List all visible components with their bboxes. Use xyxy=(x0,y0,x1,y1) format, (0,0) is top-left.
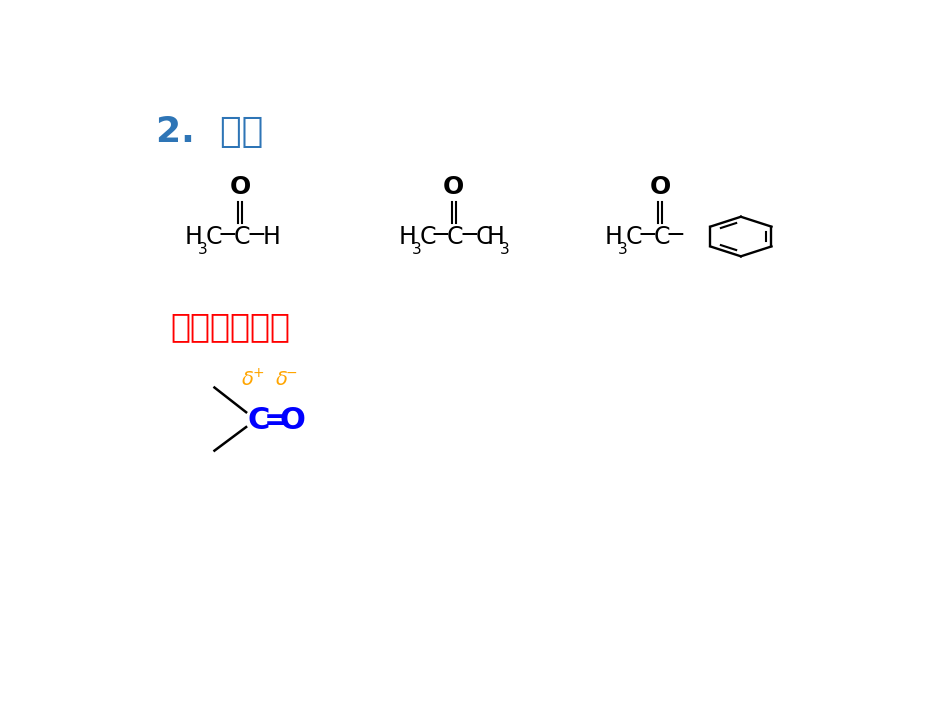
Text: −: − xyxy=(286,366,297,380)
Text: 亲核加成反应: 亲核加成反应 xyxy=(170,311,291,344)
Text: 3: 3 xyxy=(500,242,510,257)
Text: C: C xyxy=(447,225,464,249)
Text: O: O xyxy=(443,175,465,199)
Text: C: C xyxy=(205,225,222,249)
Text: H: H xyxy=(604,225,622,249)
Text: =: = xyxy=(264,406,290,435)
Text: C: C xyxy=(625,225,642,249)
Text: +: + xyxy=(253,366,264,380)
Text: H: H xyxy=(399,225,416,249)
Text: O: O xyxy=(279,406,305,435)
Text: δ: δ xyxy=(241,370,254,389)
Text: −: − xyxy=(431,223,450,247)
Text: −: − xyxy=(666,223,686,247)
Text: δ: δ xyxy=(276,370,288,389)
Text: −: − xyxy=(637,223,656,247)
Text: C: C xyxy=(234,225,250,249)
Text: 2.  醒酮: 2. 醒酮 xyxy=(156,116,263,149)
Text: 3: 3 xyxy=(411,242,422,257)
Text: O: O xyxy=(649,175,671,199)
Text: −: − xyxy=(218,223,238,247)
Text: C: C xyxy=(654,225,670,249)
Text: O: O xyxy=(230,175,251,199)
Text: C: C xyxy=(248,406,270,435)
Text: H: H xyxy=(487,225,504,249)
Text: H: H xyxy=(185,225,203,249)
Text: 3: 3 xyxy=(618,242,628,257)
Text: C: C xyxy=(419,225,436,249)
Text: −: − xyxy=(460,223,480,247)
Text: −: − xyxy=(246,223,266,247)
Text: 3: 3 xyxy=(199,242,208,257)
Text: H: H xyxy=(262,225,280,249)
Text: C: C xyxy=(476,225,492,249)
